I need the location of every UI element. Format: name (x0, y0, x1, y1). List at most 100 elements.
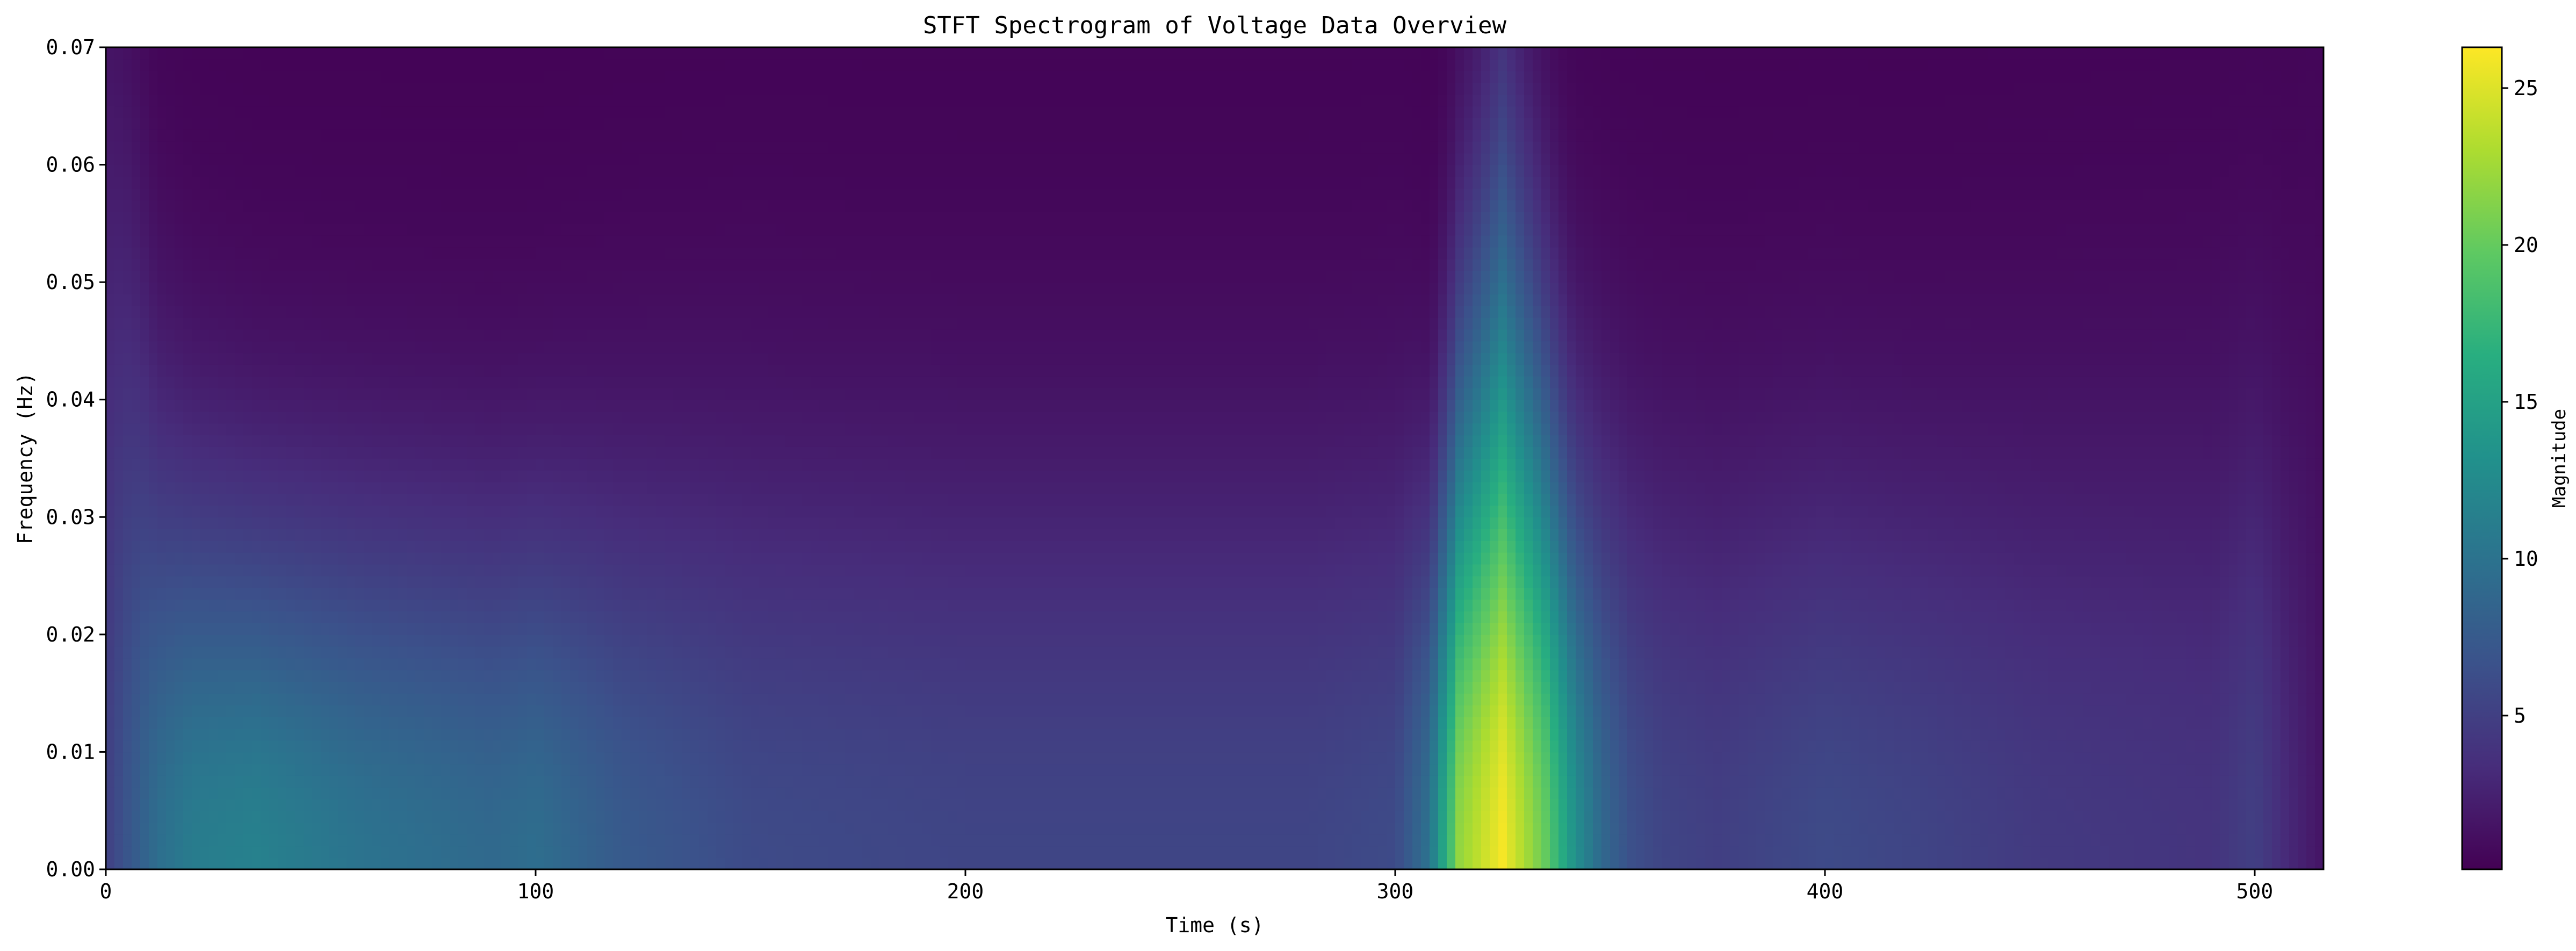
heatmap-cell (355, 364, 364, 377)
heatmap-cell (106, 200, 115, 212)
heatmap-cell (527, 858, 536, 870)
heatmap-cell (647, 94, 656, 107)
heatmap-cell (312, 728, 321, 741)
heatmap-cell (295, 705, 304, 717)
heatmap-cell (518, 164, 528, 177)
heatmap-cell (381, 352, 390, 365)
heatmap-cell (407, 798, 416, 811)
heatmap-cell (579, 411, 588, 424)
heatmap-cell (708, 787, 717, 799)
heatmap-cell (175, 423, 184, 436)
heatmap-cell (269, 787, 278, 799)
heatmap-cell (149, 329, 158, 342)
heatmap-cell (355, 247, 364, 260)
heatmap-cell (415, 153, 424, 165)
heatmap-cell (424, 623, 433, 635)
heatmap-cell (123, 693, 132, 705)
heatmap-cell (484, 305, 493, 318)
heatmap-cell (407, 270, 416, 283)
heatmap-cell (364, 529, 373, 541)
heatmap-cell (467, 59, 476, 71)
heatmap-cell (579, 505, 588, 518)
heatmap-cell (157, 188, 167, 200)
heatmap-cell (200, 728, 210, 741)
heatmap-cell (166, 270, 175, 283)
heatmap-cell (708, 270, 717, 283)
heatmap-cell (398, 740, 407, 753)
heatmap-cell (338, 435, 347, 447)
heatmap-cell (579, 587, 588, 600)
heatmap-cell (441, 129, 450, 142)
heatmap-cell (579, 329, 588, 342)
heatmap-cell (467, 611, 476, 623)
heatmap-cell (389, 247, 399, 260)
heatmap-cell (639, 669, 648, 682)
heatmap-cell (226, 716, 235, 729)
heatmap-cell (699, 541, 708, 553)
heatmap-cell (613, 282, 622, 294)
heatmap-cell (561, 846, 571, 858)
heatmap-cell (622, 141, 631, 154)
heatmap-cell (372, 376, 381, 388)
heatmap-cell (458, 141, 467, 154)
heatmap-cell (175, 611, 184, 623)
heatmap-cell (355, 775, 364, 788)
heatmap-cell (493, 564, 502, 577)
heatmap-cell (467, 423, 476, 436)
heatmap-cell (321, 446, 330, 459)
heatmap-cell (432, 352, 442, 365)
heatmap-cell (441, 493, 450, 506)
heatmap-cell (226, 212, 235, 224)
heatmap-cell (304, 810, 313, 823)
heatmap-cell (561, 552, 571, 565)
heatmap-cell (398, 611, 407, 623)
heatmap-cell (501, 153, 510, 165)
heatmap-cell (708, 164, 717, 177)
heatmap-cell (209, 247, 218, 260)
heatmap-cell (407, 481, 416, 494)
heatmap-cell (364, 493, 373, 506)
heatmap-cell (321, 822, 330, 835)
heatmap-cell (682, 106, 691, 118)
heatmap-cell (364, 305, 373, 318)
heatmap-cell (553, 775, 562, 788)
heatmap-cell (149, 59, 158, 71)
heatmap-cell (441, 376, 450, 388)
heatmap-cell (527, 247, 536, 260)
heatmap-cell (312, 752, 321, 765)
heatmap-cell (321, 775, 330, 788)
heatmap-cell (321, 258, 330, 271)
heatmap-cell (613, 399, 622, 412)
heatmap-cell (656, 106, 665, 118)
heatmap-cell (458, 305, 467, 318)
heatmap-cell (407, 294, 416, 306)
heatmap-cell (347, 623, 356, 635)
heatmap-cell (218, 106, 227, 118)
heatmap-cell (106, 728, 115, 741)
heatmap-cell (561, 728, 571, 741)
heatmap-cell (321, 153, 330, 165)
heatmap-cell (114, 258, 124, 271)
heatmap-cell (381, 258, 390, 271)
heatmap-cell (415, 258, 424, 271)
heatmap-cell (450, 200, 459, 212)
heatmap-cell (355, 740, 364, 753)
heatmap-cell (364, 541, 373, 553)
heatmap-cell (544, 810, 553, 823)
heatmap-cell (441, 787, 450, 799)
heatmap-cell (200, 341, 210, 354)
heatmap-cell (673, 129, 682, 142)
heatmap-cell (544, 693, 553, 705)
heatmap-cell (269, 681, 278, 694)
heatmap-cell (553, 623, 562, 635)
heatmap-cell (329, 470, 338, 482)
heatmap-cell (441, 858, 450, 870)
heatmap-cell (166, 493, 175, 506)
heatmap-cell (570, 505, 579, 518)
heatmap-cell (312, 423, 321, 436)
heatmap-cell (596, 787, 605, 799)
heatmap-cell (493, 352, 502, 365)
heatmap-cell (381, 446, 390, 459)
heatmap-cell (286, 435, 295, 447)
heatmap-cell (312, 59, 321, 71)
